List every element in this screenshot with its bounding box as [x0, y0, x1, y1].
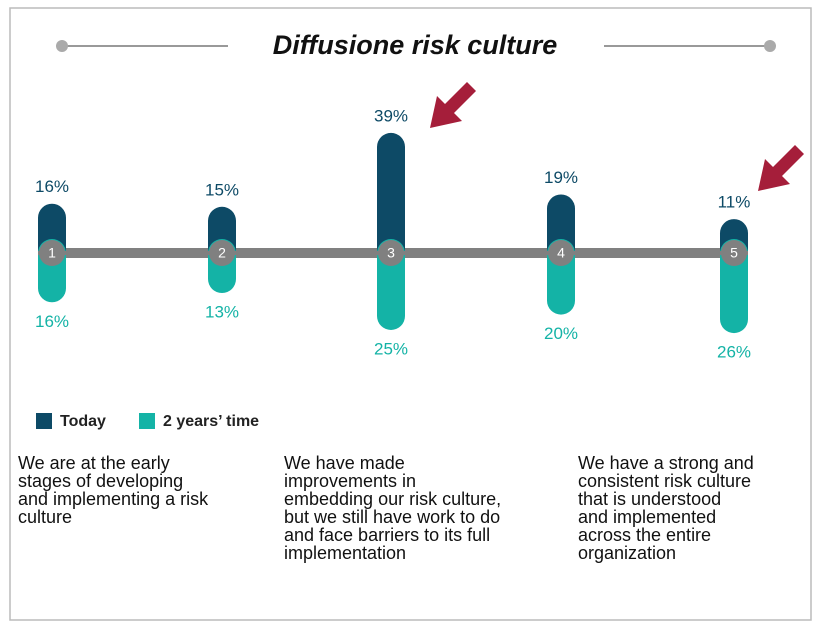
value-label: 16%: [35, 177, 69, 196]
description-line: and implementing a risk: [18, 489, 209, 509]
category-label: 4: [557, 245, 565, 261]
description-line: that is understood: [578, 489, 721, 509]
bar-today: [377, 132, 405, 267]
title-dot: [764, 40, 776, 52]
legend-label: Today: [60, 413, 106, 430]
legend-swatch: [36, 413, 52, 429]
value-label: 20%: [544, 324, 578, 343]
description-line: implementation: [284, 543, 406, 563]
chart-title: Diffusione risk culture: [273, 30, 558, 60]
description-line: organization: [578, 543, 676, 563]
value-label: 26%: [717, 343, 751, 362]
arrow: [430, 82, 476, 128]
description-line: culture: [18, 507, 72, 527]
value-label: 16%: [35, 312, 69, 331]
description-line: and face barriers to its full: [284, 525, 490, 545]
legend-label: 2 years’ time: [163, 413, 259, 430]
description-line: stages of developing: [18, 471, 183, 491]
category-label: 5: [730, 245, 738, 261]
category-label: 2: [218, 245, 226, 261]
arrow: [758, 145, 804, 191]
value-label: 13%: [205, 303, 239, 322]
category-label: 1: [48, 245, 56, 261]
category-marker: [548, 240, 574, 266]
description-line: across the entire: [578, 525, 711, 545]
category-marker: [209, 240, 235, 266]
category-marker: [39, 240, 65, 266]
category-label: 3: [387, 245, 395, 261]
frame: [9, 7, 812, 621]
category-marker: [721, 240, 747, 266]
description-line: but we still have work to do: [284, 507, 500, 527]
description-line: We have made: [284, 453, 405, 473]
description-line: We are at the early: [18, 453, 170, 473]
description-line: consistent risk culture: [578, 471, 751, 491]
description-line: improvements in: [284, 471, 416, 491]
title-dot: [56, 40, 68, 52]
legend-swatch: [139, 413, 155, 429]
value-label: 11%: [718, 193, 751, 212]
value-label: 25%: [374, 339, 408, 358]
description-line: We have a strong and: [578, 453, 754, 473]
value-label: 15%: [205, 180, 239, 199]
description-line: embedding our risk culture,: [284, 489, 501, 509]
value-label: 19%: [544, 168, 578, 187]
category-marker: [378, 240, 404, 266]
description-line: and implemented: [578, 507, 716, 527]
value-label: 39%: [374, 106, 408, 125]
